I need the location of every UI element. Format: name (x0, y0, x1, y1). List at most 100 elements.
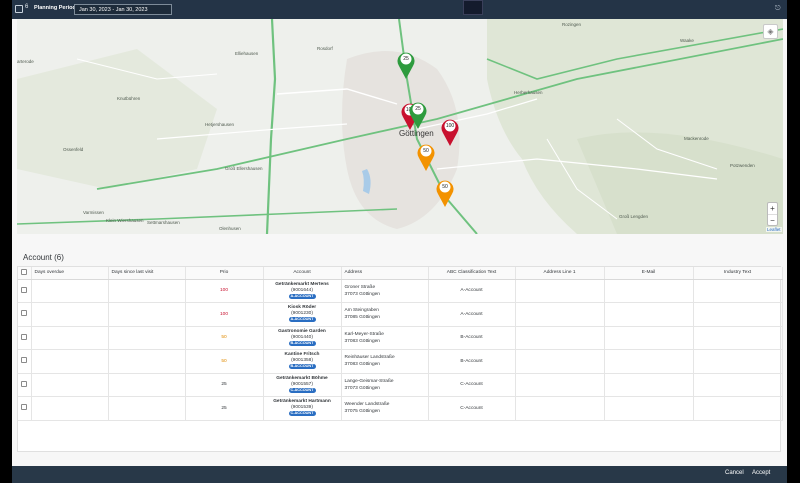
map-marker[interactable]: 25 (396, 50, 416, 80)
address-city: 37083 Göttingen (344, 362, 380, 368)
map-marker[interactable]: 50 (435, 178, 455, 208)
table-row[interactable]: 100 Kiosk Röder (9001230) A-ACCOUNT Am S… (18, 302, 783, 327)
cancel-button[interactable]: Cancel (725, 470, 744, 476)
address-line1-cell (515, 349, 605, 374)
map-place-label: Herberhausen (514, 90, 543, 95)
column-header[interactable]: Address (341, 267, 429, 280)
map-marker-icon (397, 52, 415, 79)
industry-cell (693, 396, 783, 421)
account-class-badge: B-ACCOUNT (288, 364, 316, 370)
days-overdue-cell (31, 302, 109, 327)
address-city: 37085 Göttingen (344, 315, 380, 321)
map-marker-label: 25 (403, 56, 409, 62)
column-header[interactable]: Days overdue (31, 267, 109, 280)
address-line1-cell (515, 302, 605, 327)
prio-cell: 25 (185, 373, 264, 397)
map-marker[interactable]: 100 (440, 117, 460, 147)
prio-cell: 50 (185, 326, 264, 350)
account-cell[interactable]: Kiosk Röder (9001230) A-ACCOUNT (263, 302, 342, 327)
address-street: Weender Landstraße (344, 402, 390, 408)
map-place-label: Settmarshausen (147, 220, 180, 225)
account-cell[interactable]: Kantine Fritsch (9001358) B-ACCOUNT (263, 349, 342, 374)
account-class-badge: A-ACCOUNT (288, 293, 316, 299)
zoom-control: + − (767, 202, 778, 226)
row-checkbox[interactable] (21, 380, 28, 387)
map-place-label: Groß Ellershausen (225, 166, 263, 171)
exit-icon[interactable]: ⎋ (775, 5, 781, 12)
layers-icon[interactable]: ◈ (763, 24, 778, 39)
map-place-label: Groß Lengden (619, 214, 649, 219)
row-checkbox[interactable] (21, 357, 28, 364)
column-header[interactable]: Address Line 1 (515, 267, 605, 280)
column-header[interactable]: Account (263, 267, 342, 280)
map-attribution-link[interactable]: Leaflet (766, 227, 782, 232)
map-marker-label: 50 (423, 148, 429, 154)
account-number: (9001358) (291, 358, 313, 364)
abc-classification-cell: A-Account (428, 302, 516, 327)
map-place-label: Ossenfeld (63, 147, 84, 152)
zoom-out-button[interactable]: − (768, 214, 777, 225)
account-number: (9001539) (291, 405, 313, 411)
map-place-label: Mackenrode (684, 136, 709, 141)
column-header[interactable]: Industry Text (693, 267, 783, 280)
days-since-visit-cell (108, 326, 186, 350)
days-since-visit-cell (108, 279, 186, 303)
prio-cell: 25 (185, 396, 264, 421)
header-count: 6 (25, 4, 29, 10)
days-since-visit-cell (108, 396, 186, 421)
planning-period-input[interactable] (74, 4, 172, 15)
account-cell[interactable]: Getränkemarkt Mertens (9001644) A-ACCOUN… (263, 279, 342, 303)
row-checkbox[interactable] (21, 404, 28, 411)
accept-button[interactable]: Accept (752, 470, 771, 476)
address-street: Karl-Meyer-Straße (344, 331, 384, 337)
abc-classification-cell: B-Account (428, 349, 516, 374)
abc-classification-cell: A-Account (428, 279, 516, 303)
map-place-label: Olenhusen (219, 226, 241, 231)
address-line1-cell (515, 396, 605, 421)
email-cell (604, 279, 694, 303)
row-checkbox[interactable] (21, 333, 28, 340)
section-title: Account (6) (23, 253, 64, 262)
address-cell: Karl-Meyer-Straße 37083 Göttingen (341, 326, 429, 350)
footer-bar: Cancel Accept (12, 466, 787, 483)
column-header[interactable]: ABC Classification Text (428, 267, 516, 280)
days-since-visit-cell (108, 373, 186, 397)
table-row[interactable]: 25 Getränkemarkt Böhme (9001557) C-ACCOU… (18, 373, 783, 397)
map-marker[interactable]: 25 (408, 100, 428, 130)
map-view[interactable]: Rosdorf Rozingen Waake arterode Elliehau… (17, 19, 783, 234)
table-row[interactable]: 50 Gastronomie Garden (9001440) B-ACCOUN… (18, 326, 783, 350)
map-marker-label: 50 (442, 184, 448, 190)
address-cell: Am Steingraben 37085 Göttingen (341, 302, 429, 327)
zoom-in-button[interactable]: + (770, 204, 775, 213)
planning-period-label: Planning Period: (34, 5, 78, 11)
map-place-label: Varmissen (83, 210, 104, 215)
account-number: (9001440) (291, 334, 313, 340)
email-cell (604, 349, 694, 374)
row-checkbox[interactable] (21, 286, 28, 293)
map-marker[interactable]: 50 (416, 142, 436, 172)
map-place-label: Rosdorf (317, 46, 333, 51)
table-row[interactable]: 100 Getränkemarkt Mertens (9001644) A-AC… (18, 279, 783, 303)
abc-classification-cell: B-Account (428, 326, 516, 350)
account-cell[interactable]: Gastronomie Garden (9001440) B-ACCOUNT (263, 326, 342, 350)
map-city-label: Göttingen (399, 129, 434, 138)
address-city: 37075 Göttingen (344, 409, 380, 415)
days-overdue-cell (31, 326, 109, 350)
account-number: (9001230) (291, 311, 313, 317)
account-section: Account (6) Days overdue Days since last… (12, 234, 787, 466)
column-header[interactable]: E-Mail (604, 267, 694, 280)
account-class-badge: B-ACCOUNT (288, 340, 316, 346)
account-class-badge: C-ACCOUNT (288, 411, 316, 417)
prio-cell: 100 (185, 279, 264, 303)
panel-toggle-icon[interactable] (15, 5, 23, 13)
table-row[interactable]: 25 Getränkemarkt Hartmann (9001539) C-AC… (18, 396, 783, 421)
select-all-checkbox[interactable] (21, 268, 28, 275)
days-since-visit-cell (108, 349, 186, 374)
account-cell[interactable]: Getränkemarkt Böhme (9001557) C-ACCOUNT (263, 373, 342, 397)
row-checkbox[interactable] (21, 310, 28, 317)
column-header[interactable]: Prio (185, 267, 264, 280)
table-row[interactable]: 50 Kantine Fritsch (9001358) B-ACCOUNT R… (18, 349, 783, 374)
column-header[interactable]: Days since last visit (108, 267, 186, 280)
account-cell[interactable]: Getränkemarkt Hartmann (9001539) C-ACCOU… (263, 396, 342, 421)
map-marker-icon (441, 119, 459, 146)
